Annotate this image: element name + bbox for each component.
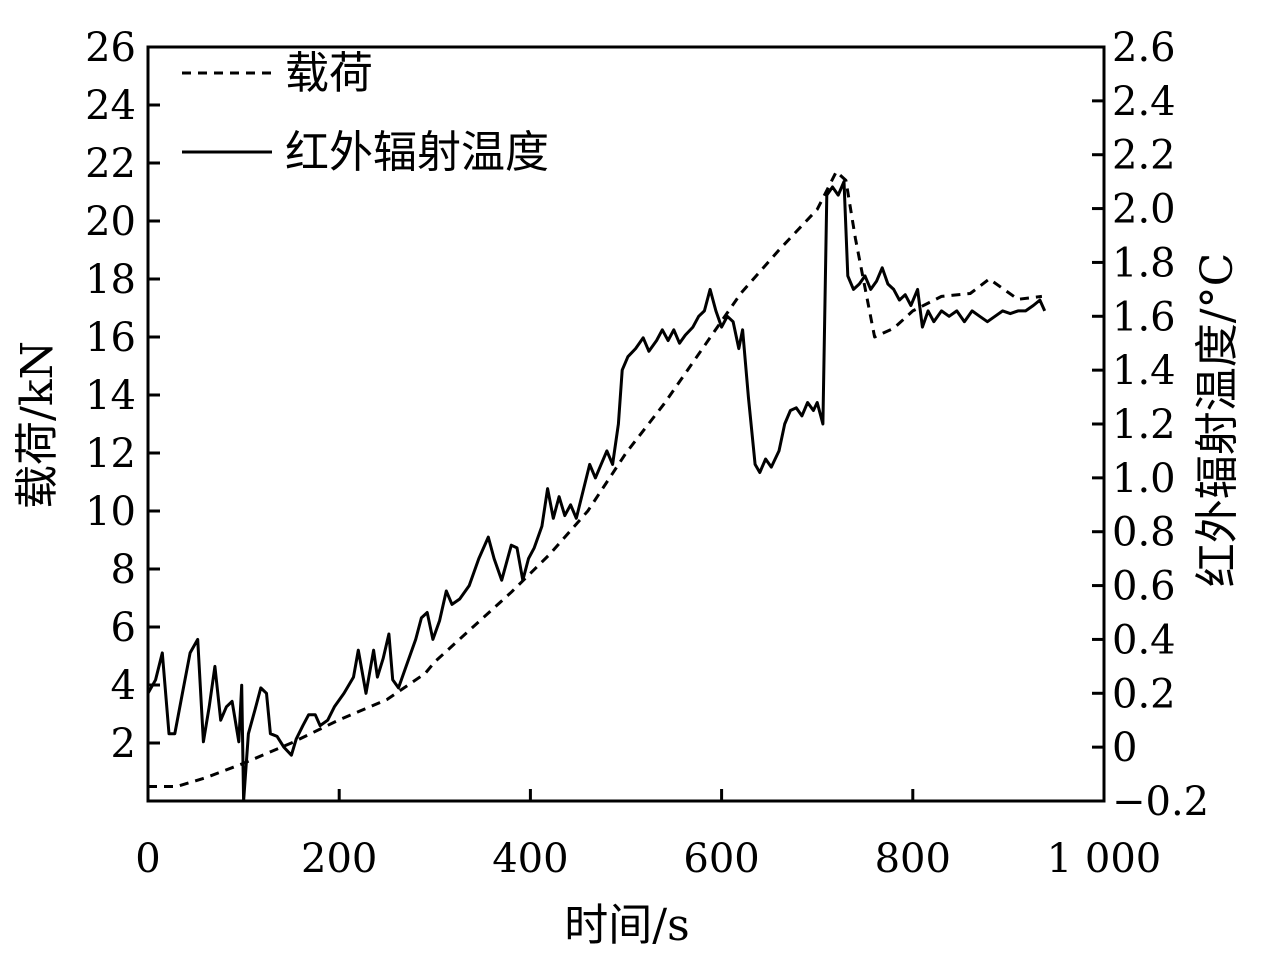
legend-label-temperature: 红外辐射温度 — [285, 127, 549, 178]
y-left-tick-label: 10 — [85, 489, 136, 535]
series-line-load — [148, 170, 1043, 788]
x-tick-label: 200 — [301, 836, 377, 882]
y-right-tick-label: 0 — [1112, 725, 1137, 771]
y-right-tick-label: 2.0 — [1112, 187, 1176, 233]
y-axis-left-title: 载荷/kN — [12, 341, 63, 509]
legend: 载荷 红外辐射温度 — [182, 48, 549, 178]
y-right-tick-label: 0.2 — [1112, 671, 1176, 717]
y-axis-right-ticks: −0.2 0 0.2 0.4 0.6 0.8 1.0 1.2 1.4 1.6 1.8 2.0 2.2 2.… — [1092, 25, 1209, 825]
y-left-tick-label: 16 — [85, 315, 136, 361]
legend-label-load: 载荷 — [285, 48, 373, 99]
x-tick-label: 400 — [492, 836, 568, 882]
y-right-tick-label: 1.8 — [1112, 240, 1176, 286]
y-left-tick-label: 26 — [85, 25, 136, 71]
y-left-tick-label: 12 — [85, 431, 136, 477]
x-tick-label: 0 — [135, 836, 160, 882]
x-tick-label: 800 — [875, 836, 951, 882]
y-axis-right-title: 红外辐射温度/°C — [1192, 253, 1243, 588]
x-axis-title: 时间/s — [564, 900, 689, 951]
y-right-tick-label: 0.6 — [1112, 564, 1176, 610]
y-right-tick-label: 0.8 — [1112, 510, 1176, 556]
y-right-tick-label: 2.2 — [1112, 133, 1176, 179]
y-left-tick-label: 20 — [85, 199, 136, 245]
y-right-tick-label: 1.4 — [1112, 348, 1176, 394]
x-tick-label: 600 — [683, 836, 759, 882]
y-right-tick-label: 2.6 — [1112, 25, 1176, 71]
x-tick-label: 1 000 — [1047, 836, 1162, 882]
x-axis-ticks: 0 200 400 600 800 1 000 — [135, 789, 1161, 882]
y-right-tick-label: −0.2 — [1112, 779, 1209, 825]
y-right-tick-label: 0.4 — [1112, 617, 1176, 663]
series-line-temperature — [146, 180, 1047, 803]
y-left-tick-label: 2 — [111, 721, 136, 767]
y-right-tick-label: 2.4 — [1112, 79, 1176, 125]
y-left-tick-label: 18 — [85, 257, 136, 303]
y-left-tick-label: 22 — [85, 141, 136, 187]
y-right-tick-label: 1.0 — [1112, 456, 1176, 502]
y-left-tick-label: 8 — [111, 547, 136, 593]
data-lines — [146, 170, 1047, 803]
y-left-tick-label: 6 — [111, 605, 136, 651]
y-left-tick-label: 4 — [111, 663, 136, 709]
y-left-tick-label: 24 — [85, 83, 136, 129]
y-left-tick-label: 14 — [85, 373, 136, 419]
y-right-tick-label: 1.6 — [1112, 294, 1176, 340]
y-right-tick-label: 1.2 — [1112, 402, 1176, 448]
